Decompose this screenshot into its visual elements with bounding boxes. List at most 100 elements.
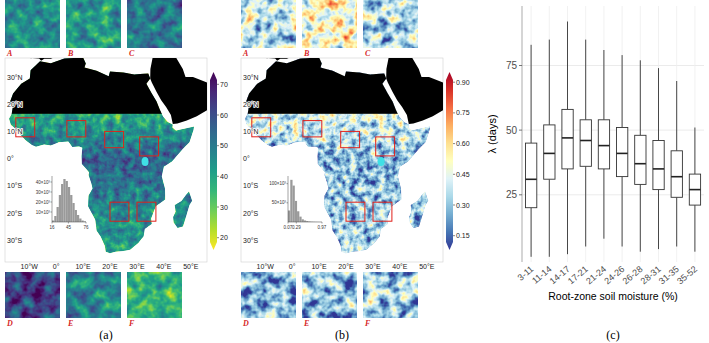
y-tick (519, 194, 522, 195)
hist-x-label: 0.97 (318, 225, 327, 230)
inset-label: E (303, 319, 309, 328)
hist-y-label: 100×10³ (269, 181, 286, 186)
inset-label: C (365, 49, 371, 58)
hist-y-label: 50×10³ (272, 200, 287, 205)
inset-label: A (242, 49, 249, 58)
hist-y-axis (288, 176, 289, 222)
hist-bar (299, 217, 301, 222)
box (526, 143, 537, 208)
inset-map (5, 272, 60, 318)
inset-map (5, 0, 60, 48)
hist-y-label: 10×10³ (36, 210, 51, 215)
lat-label: 20°N (7, 101, 23, 108)
hist-x-tick (86, 222, 87, 224)
hist-bar (295, 201, 297, 222)
region-box (137, 202, 156, 221)
lat-label: 10°S (7, 182, 23, 189)
inset-map (127, 0, 182, 48)
whisker-low (640, 184, 641, 251)
y-tick-label: 75 (506, 60, 518, 71)
lon-label: 10°W (21, 263, 39, 270)
figure: ABCDEF30°N20°N10°N0°10°S20°S30°S10°W0°10… (0, 0, 709, 343)
x-tick-label: 17-21 (566, 264, 590, 286)
region-box (303, 121, 322, 137)
inset-label: B (303, 49, 310, 58)
inset-label: B (67, 49, 74, 58)
box (635, 135, 646, 184)
inset-map (241, 272, 296, 318)
hist-bar (302, 219, 304, 222)
lon-label: 40°E (392, 263, 408, 270)
region-box (105, 131, 124, 147)
box (689, 174, 700, 205)
lon-label: 0° (289, 263, 296, 270)
inset-map (241, 0, 296, 48)
colorbar-tick (217, 207, 219, 208)
whisker-high (585, 40, 586, 120)
grid-line (531, 6, 532, 262)
inset-label: F (128, 319, 135, 328)
colorbar-tick (453, 143, 455, 144)
colorbar-label: 50 (220, 142, 228, 149)
panel-label: (b) (335, 328, 349, 342)
hist-x-label: 76 (83, 225, 89, 230)
hist-bar (288, 211, 290, 223)
grid-line (676, 6, 677, 262)
y-axis (522, 6, 523, 262)
hist-bar (84, 221, 86, 223)
colorbar-tick (453, 82, 455, 83)
lon-label: 40°E (156, 263, 172, 270)
lat-label: 10°N (243, 128, 259, 135)
colorbar-label: 70 (220, 81, 228, 88)
iberia-mask (267, 58, 293, 61)
hist-y-label: 20×10³ (36, 200, 51, 205)
y-tick (519, 65, 522, 66)
hist-bar (308, 221, 310, 223)
hist-bar (57, 207, 59, 222)
colorbar-tick (453, 174, 455, 175)
madagascar-field (173, 191, 192, 228)
lon-label: 30°E (365, 263, 381, 270)
whisker-low (658, 190, 659, 250)
hist-x-tick (52, 222, 53, 224)
lon-label: 50°E (419, 263, 435, 270)
hist-y-tick (51, 212, 53, 213)
iberia-mask (31, 58, 57, 61)
median (653, 168, 664, 170)
whisker-high (603, 50, 604, 120)
x-axis-title: Root-zone soil moisture (%) (548, 290, 678, 302)
hist-bar (297, 211, 299, 222)
box (562, 109, 573, 168)
lat-label: 30°N (243, 74, 259, 81)
whisker-low (676, 197, 677, 246)
colorbar-label: 60 (220, 112, 228, 119)
colorbar (210, 72, 217, 250)
hist-x-tick (296, 222, 297, 224)
hist-x-label: 0.29 (292, 225, 301, 230)
map-layer (241, 58, 443, 253)
median (598, 145, 609, 147)
whisker-low (585, 166, 586, 246)
grid-line (658, 6, 659, 262)
x-tick-label: 26-28 (621, 264, 645, 286)
lon-label: 20°E (338, 263, 354, 270)
y-tick (519, 130, 522, 131)
x-tick-label: 21-24 (584, 264, 608, 286)
colorbar-tick (453, 112, 455, 113)
colorbar-label: 0.15 (456, 232, 470, 239)
whisker-low (622, 177, 623, 247)
median (544, 153, 555, 155)
colorbar-label: 0.60 (456, 140, 470, 147)
hist-bar (79, 219, 81, 223)
lon-label: 30°E (129, 263, 145, 270)
colorbar-label: 0.45 (456, 171, 470, 178)
inset-map (302, 0, 357, 48)
whisker-low (567, 169, 568, 254)
colorbar-tick (217, 237, 219, 238)
hist-bar (54, 216, 56, 222)
arabia-mask (386, 58, 443, 124)
whisker-high (531, 45, 532, 143)
region-box (373, 202, 392, 221)
box (580, 120, 591, 167)
region-box (140, 137, 159, 156)
